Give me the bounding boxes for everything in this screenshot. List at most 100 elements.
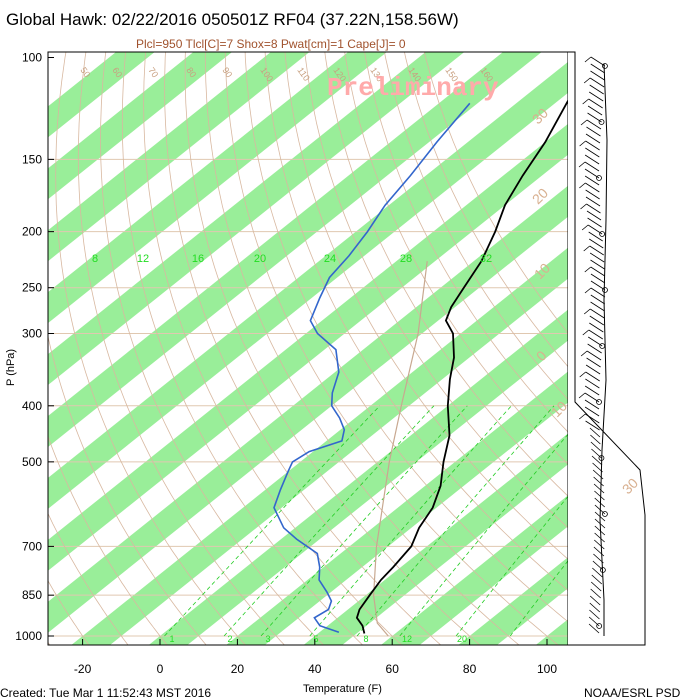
wind-barb (588, 231, 603, 242)
wind-barb (592, 462, 603, 473)
wind-barb-flag (579, 182, 586, 189)
mixing-ratio-label-bottom: 3 (265, 634, 270, 644)
dry-adiabat (284, 52, 568, 560)
isotherm-band (48, 52, 233, 200)
wind-barb (585, 378, 600, 389)
wind-barb (590, 441, 602, 452)
dry-adiabat (404, 52, 568, 368)
wind-barb (589, 308, 605, 319)
wind-barb (586, 210, 602, 221)
wind-barb (588, 91, 604, 102)
wind-barb-flag (581, 224, 589, 231)
wind-calm-circle (602, 287, 608, 293)
isotherm-band (458, 557, 568, 645)
y-tick-label: 500 (22, 455, 42, 469)
isotherm-band (303, 433, 568, 645)
theta-label: 70 (146, 65, 160, 79)
parcel-path (372, 261, 428, 637)
footer-created: Created: Tue Mar 1 11:52:43 MST 2016 (0, 686, 211, 700)
wind-barb-flag (582, 98, 589, 105)
temperature-profile (355, 99, 568, 634)
x-tick-label: 20 (231, 662, 245, 676)
wind-barb (594, 532, 605, 543)
chart-subtitle: Plcl=950 Tlcl[C]=7 Shox=8 Pwat[cm]=1 Cap… (136, 37, 406, 51)
wind-barb (590, 294, 606, 305)
mixing-ratio-label-bottom: 1 (169, 634, 174, 644)
x-tick-label: 40 (308, 662, 322, 676)
y-tick-label: 400 (22, 399, 42, 413)
wind-barb (586, 119, 602, 130)
isotherm-band (48, 52, 155, 138)
wind-barb-flag (578, 392, 586, 399)
wind-barb (590, 287, 606, 298)
wind-calm-circle (596, 623, 603, 629)
wind-barb (594, 518, 606, 529)
dry-adiabat (344, 52, 568, 465)
wind-calm-circle (599, 231, 606, 237)
wind-barb (590, 434, 601, 445)
y-tick-label: 300 (22, 327, 42, 341)
wind-staff (599, 63, 608, 636)
wind-barb-flag (583, 308, 591, 315)
wind-calm-circle (602, 511, 608, 517)
y-axis-label: P (hPa) (5, 349, 17, 386)
wind-barb (590, 273, 606, 284)
theta-label: 50 (78, 65, 92, 79)
wind-barb-flag (584, 287, 592, 294)
footer-credit: NOAA/ESRL PSD (584, 686, 681, 700)
y-tick-label: 700 (22, 539, 42, 553)
dry-adiabat (324, 52, 568, 497)
mixing-ratio-label-bottom: 5 (313, 634, 318, 644)
wind-barb (592, 567, 603, 578)
wind-barb (589, 245, 604, 256)
mixing-ratio-label: 8 (92, 253, 98, 265)
theta-label: 60 (110, 65, 124, 79)
chart-title: Global Hawk: 02/22/2016 050501Z RF04 (37… (6, 10, 459, 29)
wind-barb (589, 77, 605, 88)
wind-barb (593, 553, 604, 564)
wind-barb (590, 581, 602, 592)
x-tick-label: -20 (74, 662, 92, 676)
dry-adiabat (77, 52, 285, 645)
wind-barb (584, 385, 600, 396)
wind-barb (585, 413, 600, 424)
wind-barb (585, 182, 600, 193)
wind-barb (594, 525, 606, 536)
wind-barb-flag (579, 413, 586, 420)
mixing-ratio-label-bottom: 12 (402, 634, 412, 644)
wind-barb (589, 84, 604, 95)
wind-barb (594, 497, 605, 508)
isotherm-band (71, 247, 568, 645)
wind-barb (588, 623, 600, 634)
y-tick-label: 1000 (15, 629, 42, 643)
wind-barb (590, 63, 605, 74)
wind-calm-circle (596, 175, 602, 181)
preliminary-watermark: Preliminary (327, 73, 499, 103)
wind-barb (590, 266, 605, 277)
x-tick-label: 0 (157, 662, 164, 676)
mixing-ratio-label: 24 (324, 253, 336, 265)
mixing-ratio-line (455, 495, 568, 637)
wind-barb (594, 490, 605, 501)
theta-e-label: 10 (548, 398, 570, 420)
mixing-ratio-label-bottom: 20 (457, 634, 467, 644)
wind-barb-flag (582, 329, 590, 336)
wind-calm-circle (602, 63, 608, 69)
wind-barb (585, 133, 601, 144)
isotherm-band (48, 61, 568, 509)
wind-calm-circle (598, 119, 605, 125)
wind-barb (586, 350, 602, 361)
wind-barb (585, 147, 600, 158)
isotherm-band (48, 123, 568, 571)
wind-barb (587, 105, 603, 116)
y-tick-label: 200 (22, 225, 42, 239)
wind-barb (589, 602, 601, 613)
wind-barb (584, 399, 600, 410)
wind-calm-circle (599, 343, 606, 349)
dry-adiabat (143, 52, 403, 645)
wind-barb (585, 196, 601, 207)
dry-adiabat (48, 512, 129, 645)
dry-adiabat (423, 52, 568, 334)
isotherm-band (48, 52, 542, 447)
